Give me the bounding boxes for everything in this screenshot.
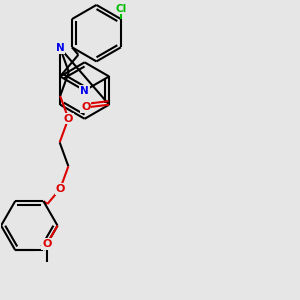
- Text: Cl: Cl: [115, 4, 127, 14]
- Text: O: O: [64, 113, 73, 124]
- Text: N: N: [80, 85, 89, 96]
- Text: O: O: [42, 239, 52, 249]
- Text: N: N: [56, 43, 64, 53]
- Text: O: O: [81, 103, 91, 112]
- Text: O: O: [56, 184, 65, 194]
